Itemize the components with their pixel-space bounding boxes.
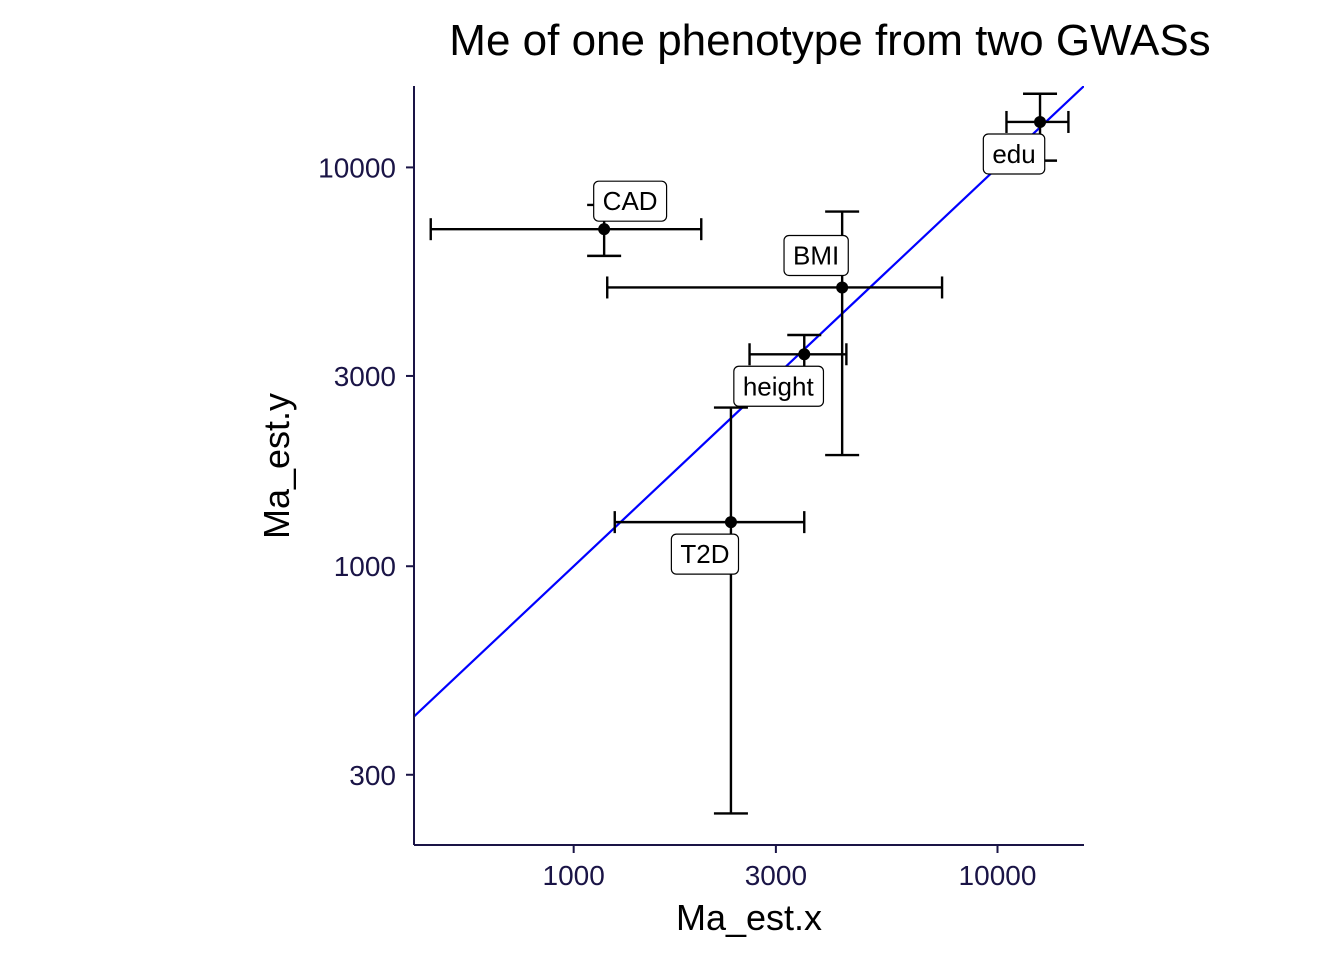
- error-bars: [429, 92, 1070, 815]
- label-box: [733, 365, 825, 407]
- x-tick-label: 10000: [959, 860, 1037, 891]
- data-point-BMI: [836, 281, 849, 294]
- label-box: [982, 133, 1046, 175]
- chart-title: Me of one phenotype from two GWASs: [449, 16, 1210, 65]
- plot-area: CAD BMI height T2D edu: [414, 86, 1084, 815]
- point-labels: CAD BMI height T2D edu: [593, 133, 1046, 575]
- label-box: [670, 533, 740, 575]
- y-tick-label: 3000: [334, 361, 396, 392]
- x-tick-label: 3000: [745, 860, 807, 891]
- point-label-BMI: BMI: [783, 234, 849, 277]
- data-point-height: [798, 348, 811, 361]
- label-box: [783, 234, 849, 277]
- y-axis-title: Ma_est.y: [256, 393, 297, 539]
- data-point-T2D: [724, 516, 737, 529]
- x-axis-ticks: 1000 3000 10000: [543, 845, 1037, 891]
- label-text: CAD: [603, 186, 658, 216]
- label-text: height: [743, 371, 815, 401]
- y-tick-label: 1000: [334, 551, 396, 582]
- label-text: BMI: [793, 240, 839, 270]
- label-text: edu: [992, 139, 1035, 169]
- point-label-CAD: CAD: [593, 180, 668, 222]
- identity-line-layer: [414, 86, 1084, 719]
- y-tick-label: 10000: [318, 152, 396, 183]
- y-tick-label: 300: [349, 760, 396, 791]
- data-points: [598, 115, 1047, 529]
- label-box: [593, 180, 668, 222]
- point-label-T2D: T2D: [670, 533, 740, 575]
- point-label-height: height: [733, 365, 825, 407]
- identity-line: [414, 86, 1084, 719]
- x-tick-label: 1000: [543, 860, 605, 891]
- y-axis-ticks: 300 1000 3000 10000: [318, 152, 414, 791]
- errorbar-BMI: [606, 210, 944, 457]
- label-text: T2D: [680, 539, 729, 569]
- point-label-edu: edu: [982, 133, 1046, 175]
- data-point-edu: [1034, 115, 1047, 128]
- x-axis-title: Ma_est.x: [676, 897, 822, 938]
- errorbar-T2D: [613, 406, 806, 815]
- data-point-CAD: [598, 223, 611, 236]
